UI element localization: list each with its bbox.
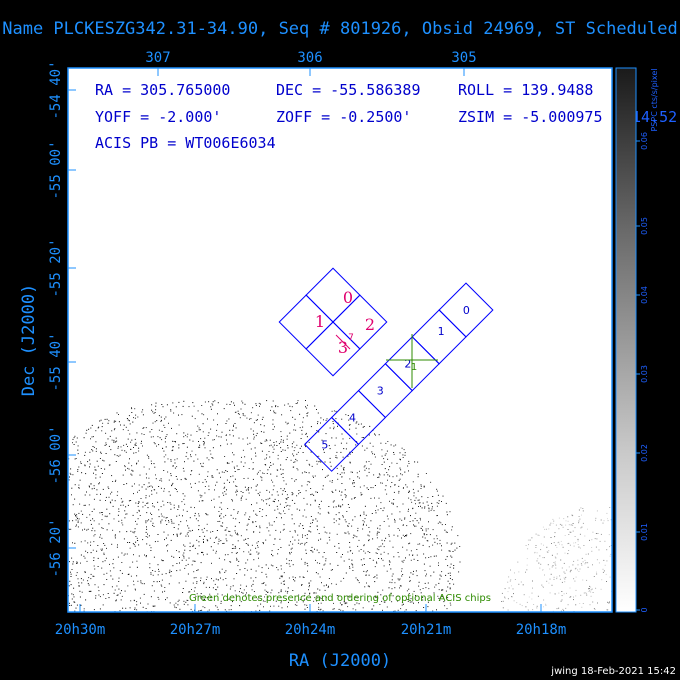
acis-i-array: 01 23 7 <box>278 267 388 377</box>
top-tick-label: 305 <box>451 50 476 66</box>
acis-s-chip <box>304 416 360 472</box>
aimpoint-label: 7 <box>348 333 354 343</box>
acis-s-chip-label: 3 <box>377 385 384 398</box>
xray-background-image <box>68 400 612 612</box>
ra-value: RA = 305.765000 <box>95 81 230 99</box>
top-tick-label: 307 <box>145 50 170 66</box>
top-tick-label: 306 <box>297 50 322 66</box>
plot-frame <box>67 67 613 613</box>
left-axis: -54 40' -55 00' -55 20' -55 40' -56 00' … <box>48 60 64 577</box>
colorbar-tick-label: 0.01 <box>640 523 649 541</box>
left-tick-label: -55 20' <box>48 238 64 297</box>
zsim-value: ZSIM = -5.000975 <box>458 108 603 126</box>
optional-chip-label: 1 <box>411 362 417 373</box>
top-axis: 307 306 305 <box>145 50 476 66</box>
yoff-value: YOFF = -2.000' <box>95 108 221 126</box>
overflow-text: 14.52 <box>632 108 677 126</box>
bottom-tick-label: 20h21m <box>401 622 452 638</box>
aimpoint-marker <box>335 334 351 350</box>
x-axis-label: RA (J2000) <box>289 651 391 671</box>
dec-value: DEC = -55.586389 <box>276 81 421 99</box>
colorbar-tick-label: 0.05 <box>640 217 649 235</box>
footer-credit: jwing 18-Feb-2021 15:42 <box>550 666 676 677</box>
aimpoint-line <box>335 334 351 350</box>
roll-value: ROLL = 139.9488 <box>458 81 593 99</box>
axis-ticks <box>68 68 542 612</box>
optional-chips-note: Green denotes presence and ordering of o… <box>189 593 491 604</box>
colorbar-tick-label: 0 <box>640 607 649 612</box>
bottom-tick-label: 20h27m <box>170 622 221 638</box>
bottom-tick-label: 20h24m <box>285 622 336 638</box>
left-tick-label: -56 00' <box>48 425 64 484</box>
acis-i-chip-label: 1 <box>315 312 325 331</box>
chart-title: Name PLCKESZG342.31-34.90, Seq # 801926,… <box>2 19 678 39</box>
zoff-value: ZOFF = -0.2500' <box>276 108 411 126</box>
optional-chip-mark <box>386 334 438 388</box>
bottom-tick-label: 20h18m <box>516 622 567 638</box>
plot-area <box>68 68 612 612</box>
acis-s-chip-label: 5 <box>321 438 328 451</box>
colorbar-frame <box>615 67 637 613</box>
bottom-tick-label: 20h30m <box>55 622 106 638</box>
acis-i-chip-label: 3 <box>338 338 348 357</box>
colorbar-ticks: 0 0.01 0.02 0.03 0.04 0.05 0.06 <box>636 132 649 613</box>
bottom-axis: 20h30m 20h27m 20h24m 20h21m 20h18m <box>55 622 567 638</box>
y-axis-label: Dec (J2000) <box>19 284 39 397</box>
acis-s-chip-label: 1 <box>438 325 445 338</box>
colorbar-tick-label: 0.02 <box>640 444 649 462</box>
left-tick-label: -54 40' <box>48 60 64 119</box>
acis-i-chip-label: 2 <box>365 315 375 334</box>
left-tick-label: -56 20' <box>48 518 64 577</box>
left-tick-label: -55 00' <box>48 140 64 199</box>
colorbar <box>616 68 636 612</box>
colorbar-tick-label: 0.04 <box>640 286 649 304</box>
colorbar-unit-label: PSPC cts/s/pixel <box>650 68 659 131</box>
left-tick-label: -55 40' <box>48 332 64 391</box>
pointing-info: RA = 305.765000 DEC = -55.586389 ROLL = … <box>95 81 603 152</box>
acis-pb-value: ACIS PB = WT006E6034 <box>95 134 276 152</box>
acis-i-chip-label: 0 <box>343 288 353 307</box>
acis-s-chip-label: 0 <box>463 304 470 317</box>
colorbar-tick-label: 0.03 <box>640 365 649 383</box>
acis-i-chip <box>305 321 361 377</box>
acis-s-chip-label: 2 <box>404 358 411 371</box>
colorbar-tick-label: 0.06 <box>640 132 649 150</box>
acis-s-chip-label: 4 <box>349 411 356 424</box>
